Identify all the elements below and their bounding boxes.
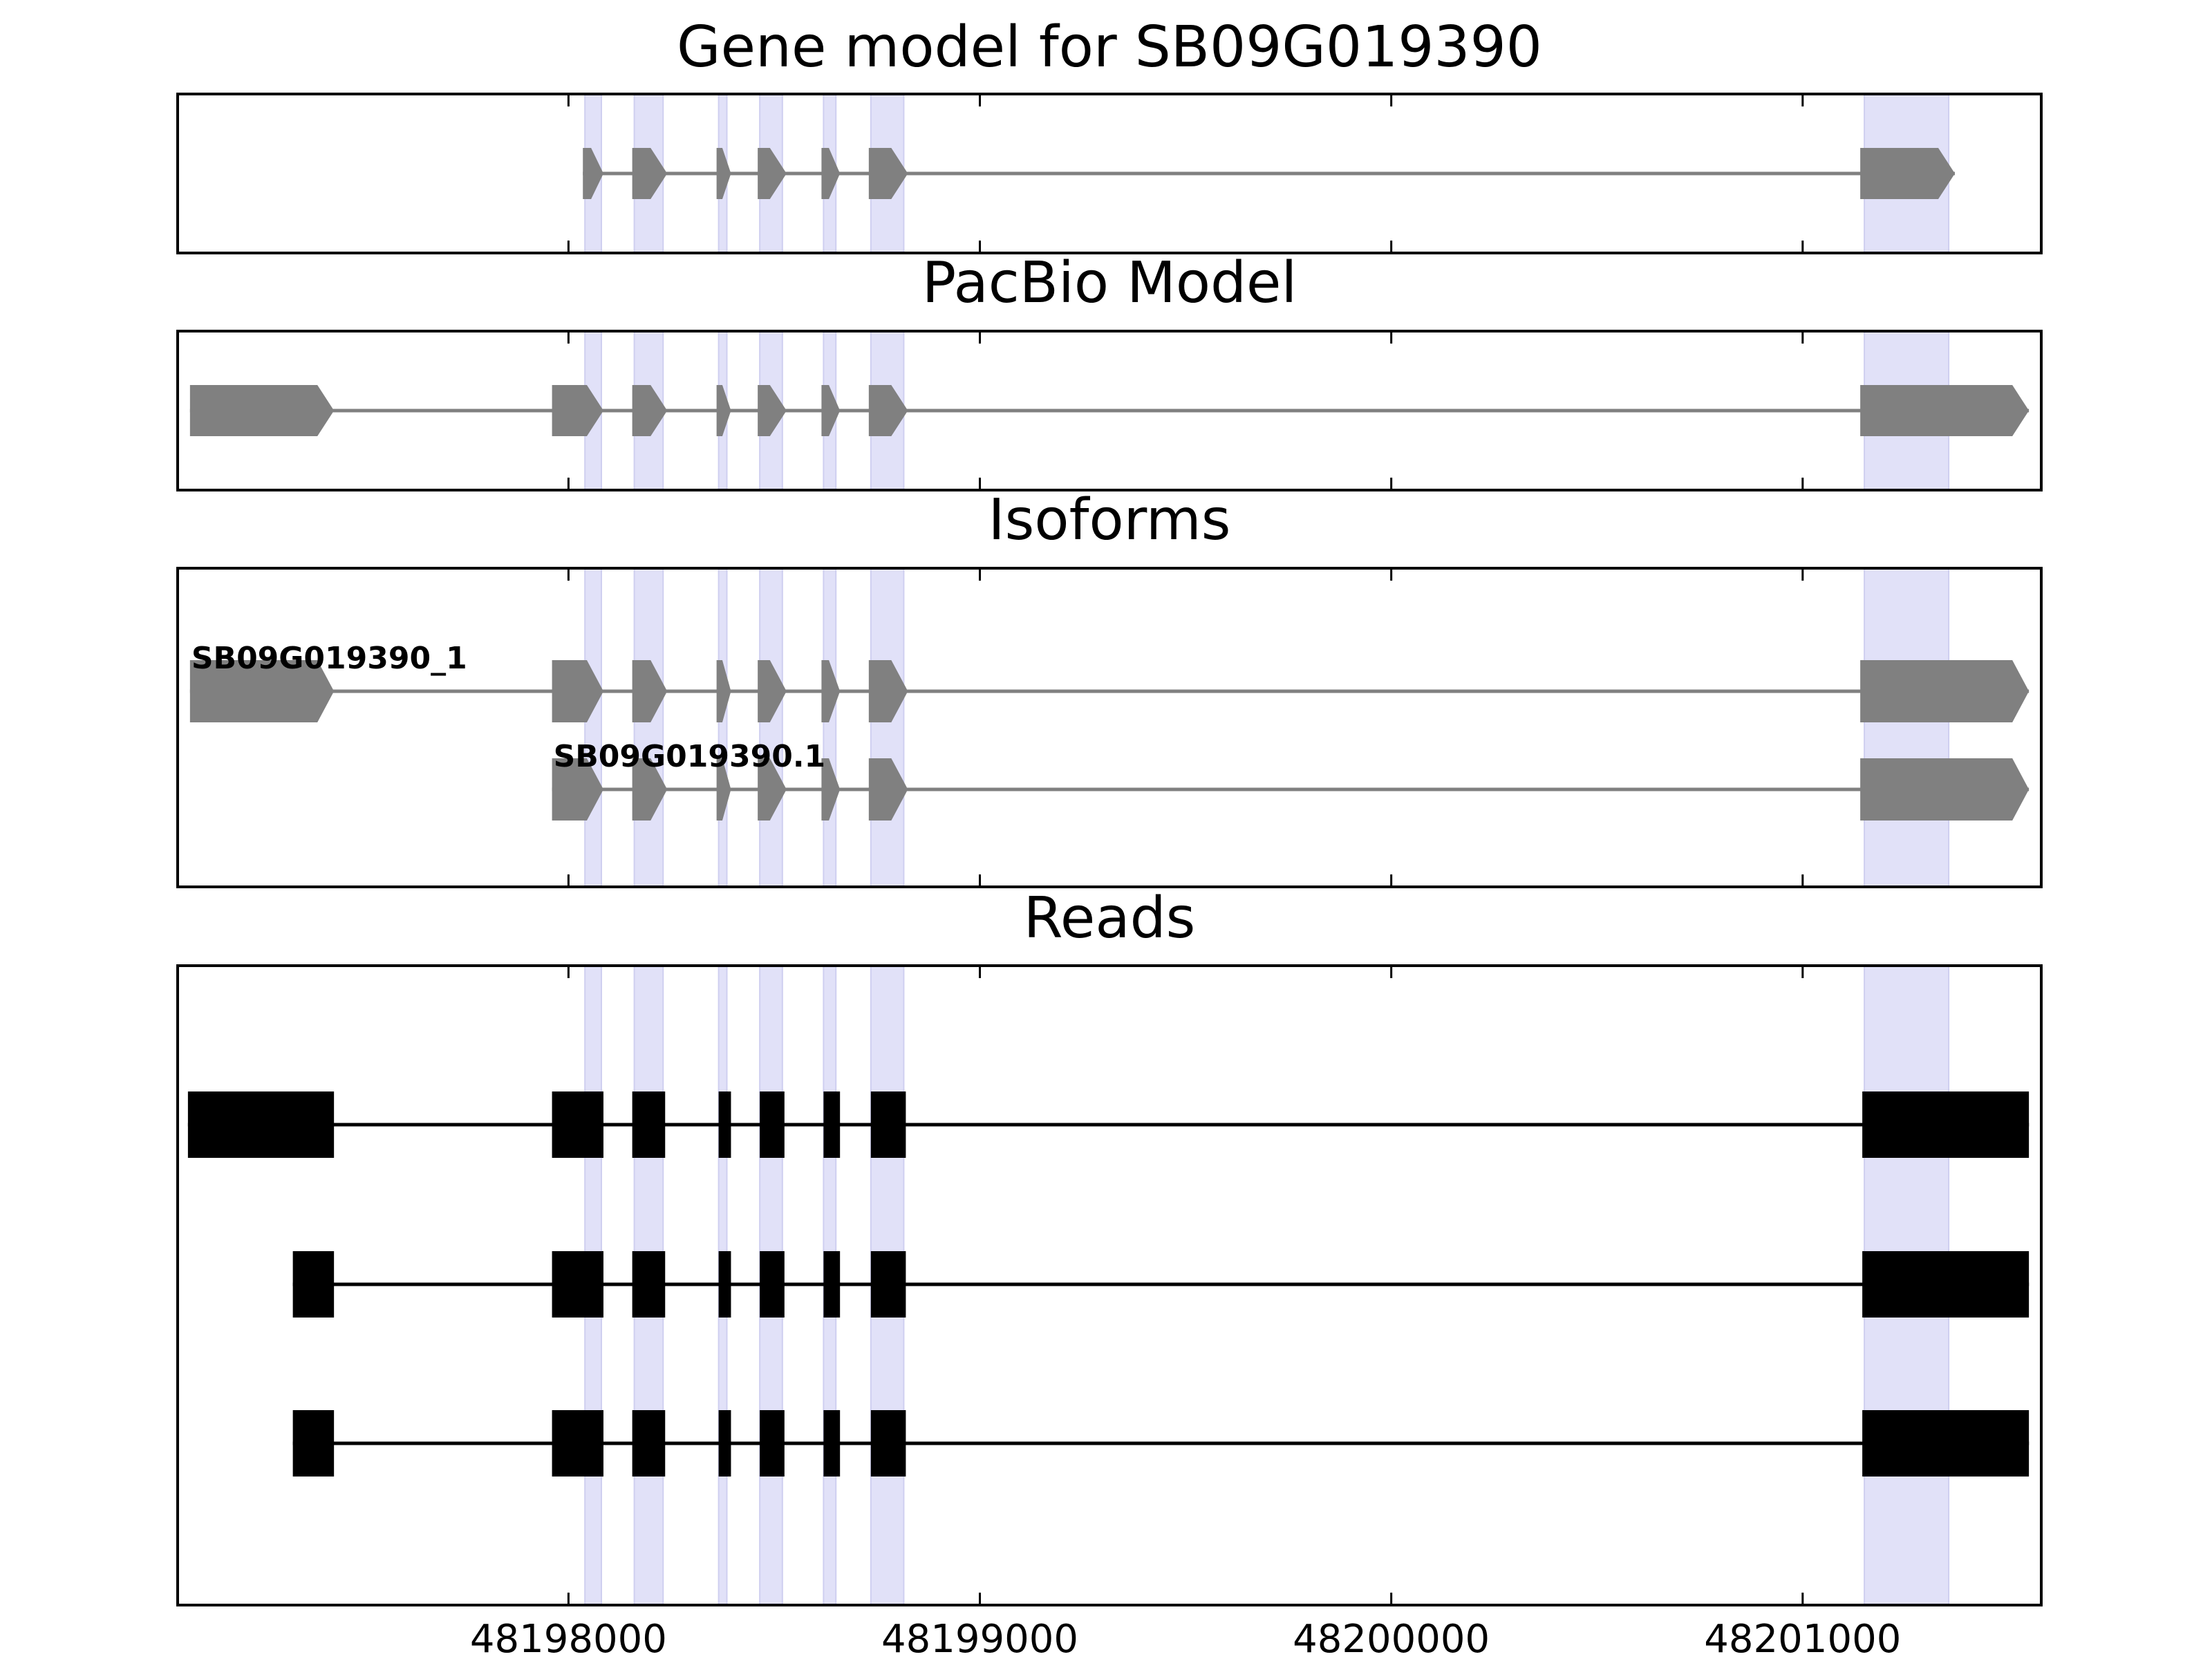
read-exon	[823, 1410, 841, 1477]
exon-arrow	[716, 758, 731, 821]
exon-arrow	[1860, 660, 2030, 722]
read-exon	[1862, 1091, 2030, 1158]
exon-arrow	[552, 758, 603, 821]
exon-arrow	[189, 660, 335, 722]
exon-arrow	[716, 148, 731, 199]
read-exon	[1862, 1410, 2030, 1477]
read-track	[292, 1410, 2030, 1477]
exon-arrow	[758, 660, 787, 722]
panel-4: Reads	[176, 885, 2043, 1606]
read-exon	[718, 1091, 731, 1158]
highlight-band	[584, 568, 602, 888]
read-exon	[760, 1091, 785, 1158]
read-exon	[718, 1410, 731, 1477]
exon-arrow	[1860, 148, 1956, 199]
read-exon	[552, 1410, 603, 1477]
exon-arrow	[758, 148, 787, 199]
exon-arrow	[552, 660, 603, 722]
axes-frame	[176, 93, 2043, 254]
read-exon	[1862, 1251, 2030, 1318]
x-tick-label: 48201000	[1704, 1617, 1901, 1659]
exon-arrow	[189, 385, 335, 436]
read-exon	[187, 1091, 335, 1158]
highlight-band	[870, 568, 905, 888]
exon-arrow	[821, 660, 841, 722]
highlight-band	[1864, 568, 1950, 888]
exon-arrow	[552, 385, 603, 436]
panel-title: Isoforms	[988, 487, 1231, 553]
transcript-track	[583, 148, 1956, 199]
read-exon	[870, 1091, 906, 1158]
isoform-label: SB09G019390.1	[554, 739, 826, 774]
panel-title: Reads	[1024, 885, 1196, 951]
read-exon	[760, 1251, 785, 1318]
isoform-label: SB09G019390_1	[191, 641, 467, 676]
highlight-band	[823, 568, 837, 888]
highlight-band	[759, 568, 783, 888]
read-exon	[632, 1410, 666, 1477]
read-exon	[632, 1091, 666, 1158]
exon-arrow	[758, 385, 787, 436]
x-tick-label: 48198000	[470, 1617, 667, 1659]
exon-arrow	[716, 385, 731, 436]
x-tick-label: 48200000	[1293, 1617, 1490, 1659]
axes-frame	[176, 964, 2043, 1606]
read-track	[187, 1091, 2030, 1158]
panel-3: Isoforms SB09G019390_1 SB09G019390.1	[176, 487, 2043, 888]
read-exon	[870, 1251, 906, 1318]
axes-frame	[176, 330, 2043, 491]
exon-arrow	[868, 660, 908, 722]
panel-1: Gene model for SB09G019390	[176, 15, 2043, 254]
exon-arrow	[583, 148, 603, 199]
transcript-track: SB09G019390.1	[552, 739, 2030, 821]
read-exon	[552, 1251, 603, 1318]
transcript-track: SB09G019390_1	[189, 641, 2030, 722]
exon-arrow	[632, 660, 668, 722]
read-exon	[632, 1251, 666, 1318]
exon-arrow	[632, 148, 668, 199]
panel-title: PacBio Model	[922, 250, 1297, 316]
transcript-track	[189, 385, 2030, 436]
read-exon	[292, 1410, 335, 1477]
exon-arrow	[716, 660, 731, 722]
exon-arrow	[1860, 758, 2030, 821]
exon-arrow	[868, 385, 908, 436]
exon-arrow	[868, 758, 908, 821]
read-exon	[760, 1410, 785, 1477]
panel-title: Gene model for SB09G019390	[677, 15, 1542, 80]
read-exon	[870, 1410, 906, 1477]
highlight-band	[633, 568, 664, 888]
exon-arrow	[868, 148, 908, 199]
exon-arrow	[821, 148, 841, 199]
exon-arrow	[632, 758, 668, 821]
exon-arrow	[758, 758, 787, 821]
axes-frame	[176, 567, 2043, 888]
read-track	[292, 1251, 2030, 1318]
read-exon	[552, 1091, 603, 1158]
read-exon	[718, 1251, 731, 1318]
panel-2: PacBio Model	[176, 250, 2043, 491]
read-exon	[292, 1251, 335, 1318]
read-exon	[823, 1251, 841, 1318]
exon-arrow	[1860, 385, 2030, 436]
exon-arrow	[632, 385, 668, 436]
exon-arrow	[821, 385, 841, 436]
x-tick-label: 48199000	[881, 1617, 1078, 1659]
read-exon	[823, 1091, 841, 1158]
exon-arrow	[821, 758, 841, 821]
highlight-band	[718, 568, 728, 888]
